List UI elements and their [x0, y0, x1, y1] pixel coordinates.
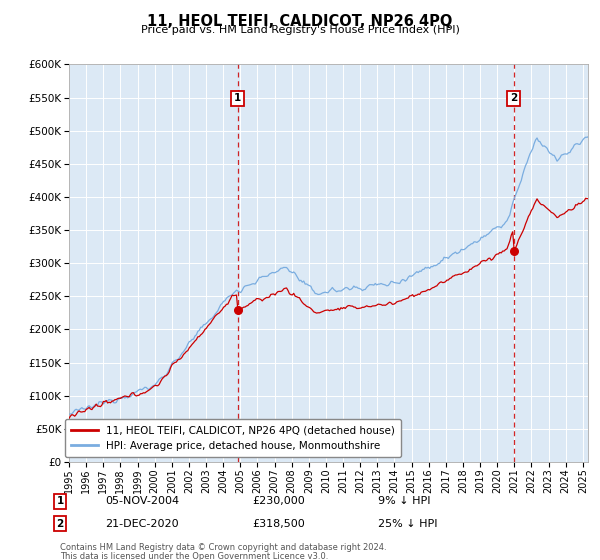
Text: 2: 2	[56, 519, 64, 529]
Text: This data is licensed under the Open Government Licence v3.0.: This data is licensed under the Open Gov…	[60, 552, 328, 560]
Text: 25% ↓ HPI: 25% ↓ HPI	[378, 519, 437, 529]
Text: £230,000: £230,000	[252, 496, 305, 506]
Text: 2: 2	[510, 93, 517, 103]
Text: 05-NOV-2004: 05-NOV-2004	[105, 496, 179, 506]
Text: 9% ↓ HPI: 9% ↓ HPI	[378, 496, 431, 506]
Legend: 11, HEOL TEIFI, CALDICOT, NP26 4PQ (detached house), HPI: Average price, detache: 11, HEOL TEIFI, CALDICOT, NP26 4PQ (deta…	[65, 419, 401, 457]
Point	[509, 246, 518, 255]
Text: 1: 1	[56, 496, 64, 506]
Point	[233, 305, 242, 314]
Text: Contains HM Land Registry data © Crown copyright and database right 2024.: Contains HM Land Registry data © Crown c…	[60, 543, 386, 552]
Text: 1: 1	[234, 93, 241, 103]
Text: 21-DEC-2020: 21-DEC-2020	[105, 519, 179, 529]
Text: £318,500: £318,500	[252, 519, 305, 529]
Text: 11, HEOL TEIFI, CALDICOT, NP26 4PQ: 11, HEOL TEIFI, CALDICOT, NP26 4PQ	[148, 14, 452, 29]
Text: Price paid vs. HM Land Registry's House Price Index (HPI): Price paid vs. HM Land Registry's House …	[140, 25, 460, 35]
